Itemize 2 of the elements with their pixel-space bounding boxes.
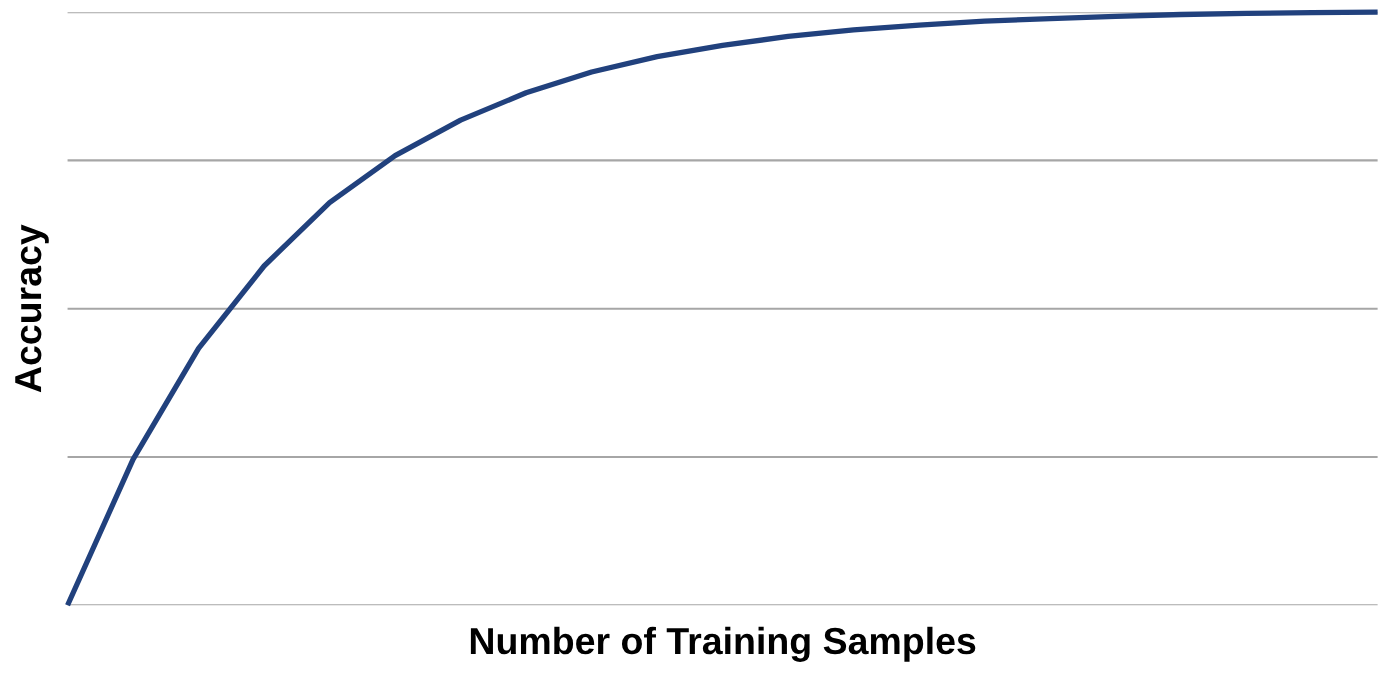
y-axis-title: Accuracy xyxy=(15,224,49,393)
x-axis-title: Number of Training Samples xyxy=(470,626,976,662)
